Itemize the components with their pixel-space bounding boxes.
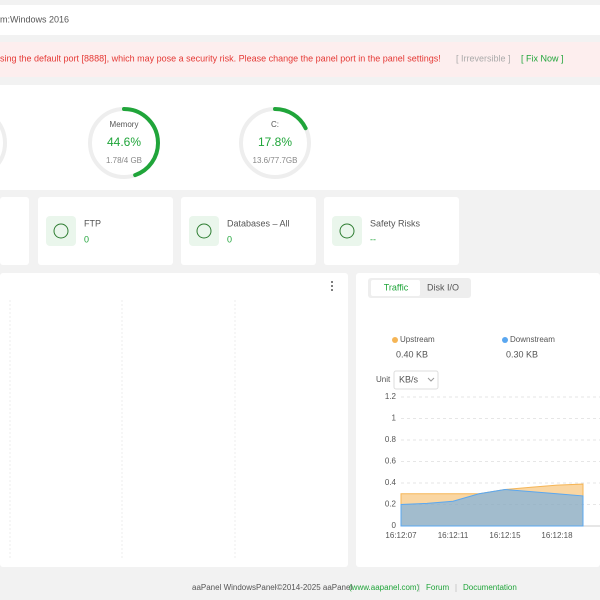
card-icon bbox=[46, 216, 76, 246]
y-tick-label: 0.6 bbox=[385, 457, 397, 466]
x-tick-label: 16:12:07 bbox=[385, 531, 417, 540]
y-tick-label: 1.2 bbox=[385, 392, 397, 401]
unit-label: Unit bbox=[376, 375, 391, 384]
card[interactable] bbox=[181, 197, 316, 265]
unit-select[interactable] bbox=[393, 370, 439, 390]
forum-link[interactable]: Forum bbox=[426, 583, 449, 592]
stat-name: Downstream bbox=[510, 335, 555, 344]
card-value: 0 bbox=[84, 234, 89, 244]
card-icon bbox=[189, 216, 219, 246]
system-info: m:Windows 2016 bbox=[0, 14, 69, 24]
card-icon bbox=[332, 216, 362, 246]
alert-bar bbox=[0, 42, 600, 77]
legend-dot bbox=[392, 337, 398, 343]
card-label: FTP bbox=[84, 218, 101, 228]
y-tick-label: 0.2 bbox=[385, 500, 397, 509]
top-bar bbox=[0, 5, 600, 35]
gauge-value: 44.6% bbox=[107, 135, 141, 149]
card-icon-glyph bbox=[339, 223, 355, 239]
x-tick-label: 16:12:15 bbox=[489, 531, 521, 540]
card[interactable] bbox=[324, 197, 459, 265]
y-tick-label: 0.4 bbox=[385, 478, 397, 487]
gauge-arc bbox=[239, 107, 311, 179]
gauges: Memory 44.6% 1.78/4 GB C: 17.8% 13.6/77.7GB bbox=[88, 107, 311, 179]
traffic-stats: Upstream 0.40 KB Downstream 0.30 KB bbox=[392, 335, 555, 359]
docs-link[interactable]: Documentation bbox=[463, 583, 517, 592]
copyright: aaPanel WindowsPanel©2014-2025 aaPanel bbox=[192, 583, 352, 592]
card-label: Databases – All bbox=[227, 218, 290, 228]
area bbox=[400, 488, 584, 527]
site-link[interactable]: (www.aapanel.com) bbox=[349, 583, 420, 592]
gauge-detail: 13.6/77.7GB bbox=[253, 156, 298, 165]
stat-value: 0.30 KB bbox=[506, 349, 538, 359]
gauge-value: 17.8% bbox=[258, 135, 292, 149]
left-grid bbox=[9, 300, 236, 560]
fix-now[interactable]: [ Fix Now ] bbox=[521, 53, 564, 63]
alert-message: sing the default port [8888], which may … bbox=[0, 53, 441, 63]
cards: FTP 0 Databases – All 0 Safety Risks -- bbox=[38, 197, 459, 265]
x-tick-label: 16:12:18 bbox=[541, 531, 573, 540]
x-tick-label: 16:12:11 bbox=[438, 531, 469, 540]
menu-icon[interactable] bbox=[331, 281, 333, 291]
y-tick-label: 0 bbox=[392, 521, 397, 530]
card-value: 0 bbox=[227, 234, 232, 244]
card-icon-glyph bbox=[196, 223, 212, 239]
stat-value: 0.40 KB bbox=[396, 349, 428, 359]
legend-dot bbox=[502, 337, 508, 343]
traffic-chart: 0 0.2 0.4 0.6 0.8 1 1.2 16:12:07 16:12:11 16:12:1… bbox=[385, 392, 600, 540]
stat-name: Upstream bbox=[400, 335, 435, 344]
left-panel bbox=[0, 273, 348, 567]
tab-active bbox=[371, 280, 420, 296]
unit-value[interactable]: KB/s bbox=[399, 374, 419, 384]
tab[interactable]: Traffic bbox=[384, 282, 409, 292]
irreversible[interactable]: [ Irreversible ] bbox=[456, 53, 511, 63]
select-arrow bbox=[427, 377, 435, 382]
tab[interactable]: Disk I/O bbox=[427, 282, 459, 292]
gauge-arc bbox=[88, 107, 160, 179]
card-icon-glyph bbox=[53, 223, 69, 239]
gauge-name: C: bbox=[271, 120, 279, 129]
card-value: -- bbox=[370, 234, 376, 244]
footer: aaPanel WindowsPanel©2014-2025 aaPanel (… bbox=[192, 583, 517, 592]
y-tick-label: 0.8 bbox=[385, 435, 397, 444]
card[interactable] bbox=[38, 197, 173, 265]
gauge-detail: 1.78/4 GB bbox=[106, 156, 142, 165]
card-cropped bbox=[0, 197, 29, 265]
gauge-name: Memory bbox=[110, 120, 139, 129]
y-tick-label: 1 bbox=[392, 414, 397, 423]
gauge-cropped bbox=[0, 121, 7, 165]
status-panel bbox=[0, 85, 600, 190]
card-label: Safety Risks bbox=[370, 218, 421, 228]
